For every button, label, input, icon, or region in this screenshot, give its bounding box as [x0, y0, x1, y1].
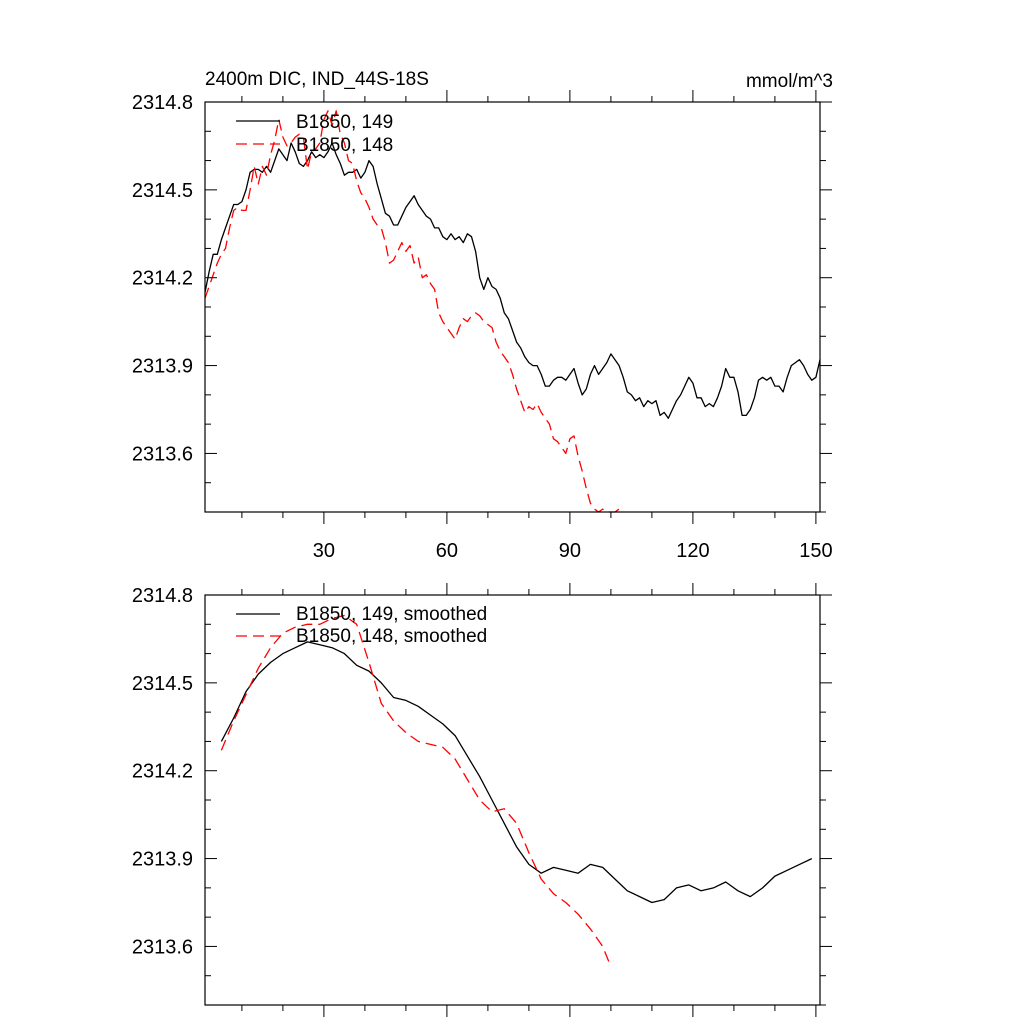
legend-label-b1850-149-smoothed: B1850, 149, smoothed — [296, 604, 487, 625]
top-xtick-label: 30 — [313, 540, 335, 562]
legend-label-b1850-148-smoothed: B1850, 148, smoothed — [296, 626, 487, 647]
top-legend: B1850, 149 B1850, 148 — [236, 112, 393, 156]
top-ytick-label: 2313.6 — [132, 443, 193, 465]
top-xtick-label: 60 — [436, 540, 458, 562]
top-axes: 2313.6 2313.9 2314.2 2314.5 2314.8 30 60 90 120 1… — [132, 90, 833, 562]
top-panel-title: 2400m DIC, IND_44S-18S — [205, 69, 429, 90]
top-series-line-b1850-148 — [204, 110, 620, 513]
bottom-plot-frame — [204, 594, 821, 1006]
bottom-ytick-label: 2313.6 — [132, 936, 193, 958]
top-ytick-label: 2314.2 — [132, 268, 193, 290]
bottom-axes: 2313.6 2313.9 2314.2 2314.5 2314.8 — [132, 583, 832, 1017]
bottom-panel: 2313.6 2313.9 2314.2 2314.5 2314.8 B1850, 14… — [132, 583, 832, 1017]
top-ytick-label: 2314.8 — [132, 92, 193, 114]
top-plot-frame — [204, 101, 821, 513]
bottom-ytick-label: 2313.9 — [132, 849, 193, 871]
top-xtick-label: 150 — [799, 540, 832, 562]
top-series-line-b1850-149 — [204, 142, 821, 419]
top-ytick-label: 2313.9 — [132, 356, 193, 378]
bottom-ytick-label: 2314.2 — [132, 761, 193, 783]
bottom-series-line-b1850-149 — [220, 641, 813, 904]
top-ytick-label: 2314.5 — [132, 180, 193, 202]
top-xtick-label: 120 — [676, 540, 709, 562]
bottom-series-line-b1850-148 — [220, 614, 612, 968]
bottom-series-lines — [220, 614, 813, 968]
top-xtick-label: 90 — [559, 540, 581, 562]
legend-label-b1850-148: B1850, 148 — [296, 135, 393, 156]
bottom-ytick-label: 2314.5 — [132, 673, 193, 695]
legend-label-b1850-149: B1850, 149 — [296, 112, 393, 133]
bottom-ytick-label: 2314.8 — [132, 585, 193, 607]
bottom-legend: B1850, 149, smoothed B1850, 148, smoothe… — [236, 604, 487, 647]
top-panel-units: mmol/m^3 — [746, 71, 833, 92]
top-series-lines — [204, 110, 821, 513]
top-panel: 2400m DIC, IND_44S-18S mmol/m^3 2313.623… — [132, 69, 833, 562]
